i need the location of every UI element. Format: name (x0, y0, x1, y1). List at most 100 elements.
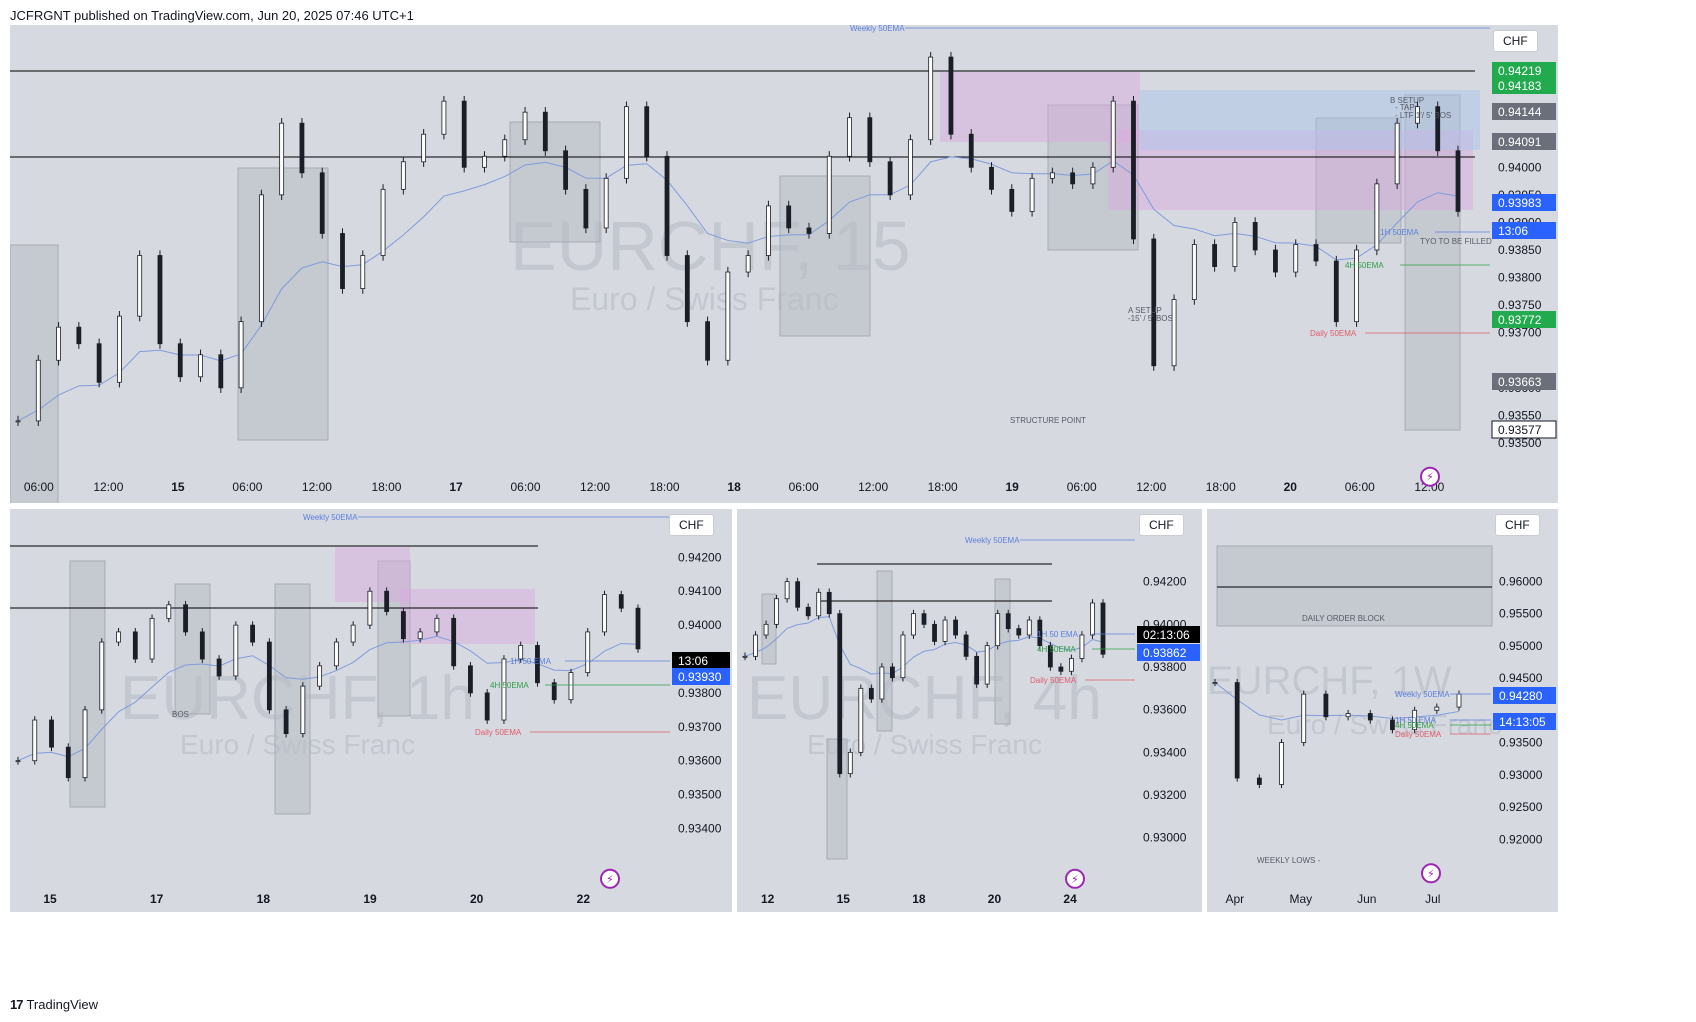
candle-body (907, 139, 913, 196)
price-label: 0.93930 (678, 670, 722, 684)
candle-body (1049, 172, 1055, 179)
currency-button[interactable]: CHF (669, 514, 714, 536)
candle-body (705, 321, 710, 361)
annotation-label: BOS (172, 710, 189, 719)
annotation-label: - TAP (1395, 103, 1415, 112)
candle-body (522, 111, 528, 141)
candle-body (1070, 172, 1076, 185)
candle-body (684, 255, 690, 323)
publish-header: JCFRGNT published on TradingView.com, Ju… (10, 8, 414, 23)
y-tick-label: 0.93600 (1143, 703, 1187, 717)
price-label-bg (1492, 194, 1556, 211)
annotation-label: Weekly 50EMA (303, 513, 358, 522)
x-tick-label: 12 (761, 892, 775, 906)
candle-body (816, 591, 822, 617)
candle-body (1367, 713, 1373, 721)
chart-1w-svg: EURCHF, 1W Euro / Swiss Franc 0.96000 0.955… (1207, 545, 1556, 906)
x-tick-label: May (1289, 892, 1312, 906)
candle-body (1212, 244, 1218, 267)
candle-body (401, 611, 406, 640)
ema-line (744, 616, 1104, 675)
x-tick-label: 12:00 (580, 480, 610, 494)
currency-button[interactable]: CHF (1493, 30, 1538, 52)
x-tick-label: 22 (577, 892, 591, 906)
candle-body (1333, 260, 1339, 323)
x-tick-label: 18 (727, 480, 741, 494)
lightning-glyph: ⚡ (1426, 471, 1434, 484)
candle-body (1026, 619, 1032, 636)
candle-body (635, 607, 641, 650)
candle-body (826, 591, 832, 615)
x-tick-label: 20 (1284, 480, 1298, 494)
y-tick-label: 0.92000 (1499, 832, 1543, 846)
candle-body (99, 641, 105, 711)
candle-body (183, 604, 188, 633)
y-tick-label: 0.95000 (1499, 639, 1543, 653)
price-label-bg (1137, 644, 1200, 661)
candle-body (1029, 177, 1035, 212)
candle-body (563, 150, 569, 190)
chart-panel-4h[interactable]: EURCHF, 4h Euro / Swiss Franc 0.94200 0.940… (737, 509, 1202, 912)
price-label: 0.93772 (1498, 313, 1542, 327)
candle-body (482, 155, 487, 168)
price-label: 13:06 (678, 654, 708, 668)
candle-body (1374, 183, 1380, 251)
candle-body (1100, 602, 1106, 655)
x-tick-label: Jun (1357, 892, 1376, 906)
candle-body (745, 255, 751, 273)
x-tick-label: 12:00 (858, 480, 888, 494)
candle-body (1005, 613, 1011, 629)
price-label-bg (1492, 103, 1556, 120)
candle-body (1232, 222, 1238, 267)
candle-body (1412, 709, 1418, 731)
candle-body (1415, 106, 1420, 124)
candle-body (258, 194, 264, 323)
candle-body (1131, 100, 1136, 240)
candle-body (384, 590, 390, 612)
zone-box (237, 167, 329, 441)
price-label: 13:06 (1498, 224, 1528, 238)
annotation-label: 4H 50EMA (1395, 721, 1434, 730)
chart-panel-1w[interactable]: EURCHF, 1W Euro / Swiss Franc 0.96000 0.955… (1207, 509, 1558, 912)
price-label: 14:13:05 (1499, 715, 1546, 729)
y-tick-label: 0.96000 (1499, 574, 1543, 588)
x-tick-label: 12:00 (302, 480, 332, 494)
currency-button[interactable]: CHF (1495, 514, 1540, 536)
candle-body (15, 760, 21, 763)
footer-brand[interactable]: 17 TradingView (10, 997, 98, 1012)
candle-body (805, 606, 811, 617)
lightning-glyph: ⚡ (1071, 873, 1079, 886)
candle-body (149, 617, 155, 660)
y-tick-label: 0.93800 (1143, 660, 1187, 674)
lightning-icon (1420, 466, 1440, 487)
candle-body (603, 177, 609, 229)
candle-body (602, 594, 607, 633)
candle-body (76, 326, 82, 345)
tradingview-logo-icon: 17 (10, 997, 24, 1012)
candle-body (795, 581, 801, 608)
x-tick-label: 20 (470, 892, 484, 906)
y-tick-label: 0.93500 (678, 788, 722, 802)
candle-body (887, 161, 893, 196)
candle-body (434, 617, 440, 633)
candle-body (32, 719, 38, 762)
y-tick-label: 0.93750 (1498, 298, 1542, 312)
candle-body (157, 255, 163, 345)
candle-body (82, 709, 88, 779)
candle-body (1234, 682, 1240, 779)
price-label-bg (1493, 713, 1556, 730)
x-tick-label: 06:00 (1345, 480, 1375, 494)
candle-body (953, 619, 958, 636)
y-tick-label: 0.93500 (1499, 736, 1543, 750)
annotation-label: B SETUP (1390, 96, 1424, 105)
zone-box (779, 175, 871, 337)
candle-body (535, 645, 540, 684)
candle-body (551, 682, 557, 701)
price-label-bg (1137, 626, 1200, 643)
candle-body (340, 233, 345, 289)
currency-button[interactable]: CHF (1139, 514, 1184, 536)
